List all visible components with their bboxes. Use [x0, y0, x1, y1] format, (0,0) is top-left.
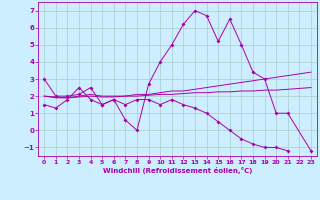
- X-axis label: Windchill (Refroidissement éolien,°C): Windchill (Refroidissement éolien,°C): [103, 167, 252, 174]
